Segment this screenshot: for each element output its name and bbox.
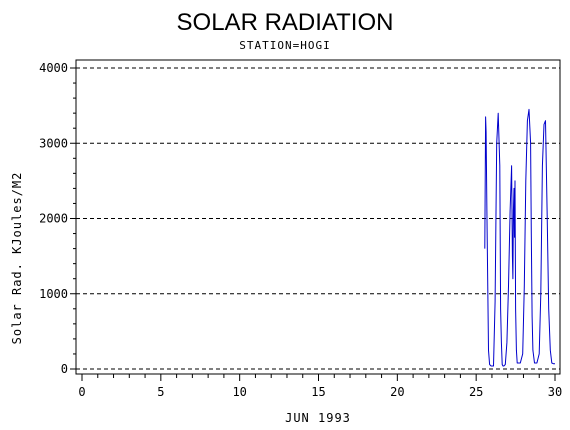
x-tick-label: 5 bbox=[157, 385, 164, 399]
y-tick-label: 3000 bbox=[39, 136, 68, 150]
x-tick-label: 30 bbox=[548, 385, 562, 399]
x-tick-label: 0 bbox=[78, 385, 85, 399]
y-axis-label: Solar Rad. KJoules/M2 bbox=[10, 172, 24, 345]
y-tick-label: 2000 bbox=[39, 212, 68, 226]
series-layer bbox=[484, 108, 555, 367]
x-tick-label: 10 bbox=[232, 385, 246, 399]
y-tick-label: 0 bbox=[61, 362, 68, 376]
x-tick-label: 20 bbox=[390, 385, 404, 399]
x-tick-label: 15 bbox=[311, 385, 325, 399]
chart-subtitle: STATION=HOGI bbox=[239, 39, 330, 52]
y-tick-label: 4000 bbox=[39, 61, 68, 75]
chart-title: SOLAR RADIATION bbox=[177, 9, 394, 36]
gridlines bbox=[76, 67, 560, 370]
x-axis-label: JUN 1993 bbox=[285, 411, 351, 425]
y-tick-label: 1000 bbox=[39, 287, 68, 301]
x-tick-label: 25 bbox=[469, 385, 483, 399]
axis-ticks: 0 1000 2000 3000 4000 0 5 10 15 20 25 30 bbox=[39, 61, 562, 399]
series-line bbox=[484, 108, 555, 367]
